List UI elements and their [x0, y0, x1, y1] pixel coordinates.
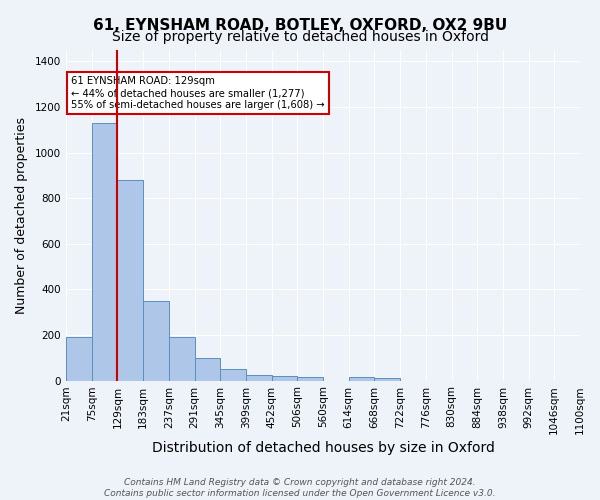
Bar — [246, 375, 272, 380]
Bar — [66, 336, 92, 380]
Text: Size of property relative to detached houses in Oxford: Size of property relative to detached ho… — [112, 30, 488, 44]
Text: Contains HM Land Registry data © Crown copyright and database right 2024.
Contai: Contains HM Land Registry data © Crown c… — [104, 478, 496, 498]
Bar — [92, 124, 118, 380]
X-axis label: Distribution of detached houses by size in Oxford: Distribution of detached houses by size … — [152, 441, 494, 455]
Bar — [143, 301, 169, 380]
Text: 61 EYNSHAM ROAD: 129sqm
← 44% of detached houses are smaller (1,277)
55% of semi: 61 EYNSHAM ROAD: 129sqm ← 44% of detache… — [71, 76, 325, 110]
Bar — [118, 180, 143, 380]
Bar — [194, 358, 220, 380]
Text: 61, EYNSHAM ROAD, BOTLEY, OXFORD, OX2 9BU: 61, EYNSHAM ROAD, BOTLEY, OXFORD, OX2 9B… — [93, 18, 507, 32]
Bar — [169, 337, 194, 380]
Bar — [374, 378, 400, 380]
Bar — [272, 376, 298, 380]
Y-axis label: Number of detached properties: Number of detached properties — [15, 117, 28, 314]
Bar — [349, 377, 374, 380]
Bar — [220, 368, 246, 380]
Bar — [298, 377, 323, 380]
